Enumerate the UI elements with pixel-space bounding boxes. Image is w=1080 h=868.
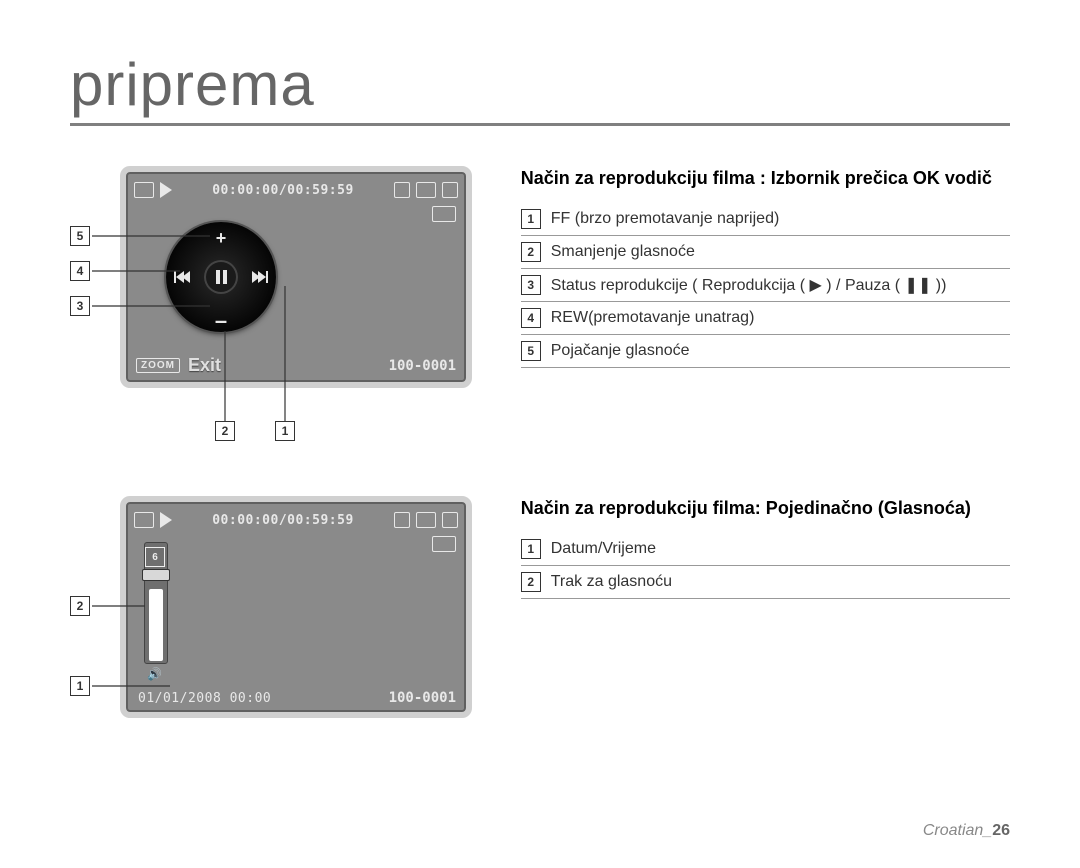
section2-heading: Način za reprodukciju filma: Pojedinačno…: [521, 496, 1010, 521]
legend1-item-2: 2 Smanjenje glasnoće: [521, 236, 1010, 269]
legend1-text-5: Pojačanje glasnoće: [551, 342, 690, 360]
legend2-badge-2: 2: [521, 572, 541, 592]
page-title: priprema: [70, 51, 315, 118]
callout-lines-2: [70, 496, 500, 756]
legend-badge-2: 2: [521, 242, 541, 262]
section-2: 00:00:00/00:59:59 6 🔊 01/01/2008 00:00: [70, 496, 1010, 756]
legend2-badge-1: 1: [521, 539, 541, 559]
legend2-item-1: 1 Datum/Vrijeme: [521, 533, 1010, 566]
section1-heading: Način za reprodukciju filma : Izbornik p…: [521, 166, 1010, 191]
legend-badge-3: 3: [521, 275, 541, 295]
callout-lines-1: [70, 166, 500, 456]
legend-2: Način za reprodukciju filma: Pojedinačno…: [491, 496, 1010, 599]
title-rule: priprema: [70, 50, 1010, 126]
legend2-text-1: Datum/Vrijeme: [551, 540, 656, 558]
legend-badge-1: 1: [521, 209, 541, 229]
section-1: 00:00:00/00:59:59 + –: [70, 166, 1010, 456]
diagram-1: 00:00:00/00:59:59 + –: [70, 166, 491, 456]
legend-badge-5: 5: [521, 341, 541, 361]
legend1-item-3: 3 Status reprodukcije ( Reprodukcija ( ▶ …: [521, 269, 1010, 302]
legend1-text-2: Smanjenje glasnoće: [551, 243, 695, 261]
legend2-text-2: Trak za glasnoću: [551, 573, 672, 591]
legend-badge-4: 4: [521, 308, 541, 328]
legend1-text-3: Status reprodukcije ( Reprodukcija ( ▶ )…: [551, 275, 947, 295]
footer-language: Croatian: [923, 822, 983, 839]
diagram-2: 00:00:00/00:59:59 6 🔊 01/01/2008 00:00: [70, 496, 491, 756]
legend1-item-1: 1 FF (brzo premotavanje naprijed): [521, 203, 1010, 236]
legend-1: Način za reprodukciju filma : Izbornik p…: [491, 166, 1010, 368]
legend1-item-4: 4 REW(premotavanje unatrag): [521, 302, 1010, 335]
legend1-text-1: FF (brzo premotavanje naprijed): [551, 210, 780, 228]
footer-page: 26: [992, 822, 1010, 839]
page-footer: Croatian_26: [923, 822, 1010, 840]
legend2-item-2: 2 Trak za glasnoću: [521, 566, 1010, 599]
legend1-item-5: 5 Pojačanje glasnoće: [521, 335, 1010, 368]
legend1-text-4: REW(premotavanje unatrag): [551, 309, 755, 327]
